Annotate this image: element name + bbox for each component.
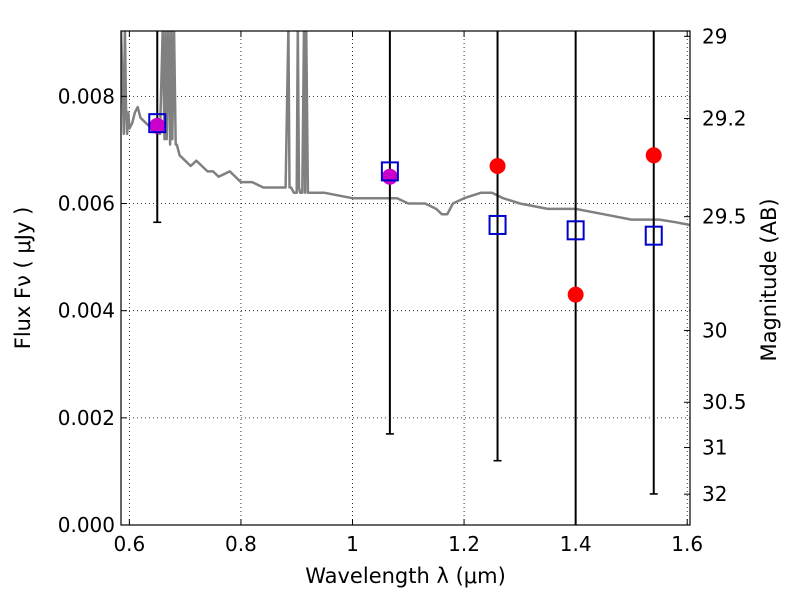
- mag-tick-label: 29: [702, 24, 727, 48]
- y-tick-label: 0.002: [58, 406, 115, 430]
- x-axis-label: Wavelength λ (μm): [305, 564, 506, 588]
- y-tick-label: 0.000: [58, 513, 115, 537]
- mag-tick-label: 31: [702, 436, 727, 460]
- model-flux-square: [566, 220, 585, 241]
- model-flux-square: [380, 161, 399, 182]
- observed-flux-point: [489, 158, 506, 175]
- mag-tick-label: 29.2: [702, 107, 747, 131]
- x-tick-label: 0.6: [113, 532, 145, 556]
- y-axis-label: Flux Fν ( μJy ): [11, 207, 35, 350]
- observed-flux-point: [567, 286, 584, 303]
- x-tick-label: 1.4: [560, 532, 592, 556]
- mag-tick-label: 32: [702, 482, 727, 506]
- observed-flux-point: [381, 168, 398, 185]
- model-flux-square: [644, 225, 663, 246]
- y-tick-label: 0.008: [58, 84, 115, 108]
- y-tick-label: 0.004: [58, 299, 115, 323]
- right-axis-label: Magnitude (AB): [757, 198, 781, 361]
- x-tick-label: 1.6: [671, 532, 703, 556]
- mag-tick-label: 30.5: [702, 390, 747, 414]
- y-tick-label: 0.006: [58, 192, 115, 216]
- mag-tick-label: 30: [702, 318, 727, 342]
- ticks: 0.6 0.8 1 1.2 1.4 1.6 0.000 0.002 0.004 0.006 0.00…: [58, 24, 747, 556]
- x-tick-label: 0.8: [225, 532, 257, 556]
- x-tick-label: 1.2: [448, 532, 480, 556]
- axes-frame: [120, 30, 691, 526]
- plot-area: [121, 31, 690, 525]
- observed-flux-point: [645, 147, 662, 164]
- mag-tick-label: 29.5: [702, 205, 747, 229]
- x-tick-label: 1: [346, 532, 359, 556]
- model-flux-square: [148, 113, 167, 134]
- model-flux-square: [488, 214, 507, 235]
- observed-flux-point: [149, 117, 166, 134]
